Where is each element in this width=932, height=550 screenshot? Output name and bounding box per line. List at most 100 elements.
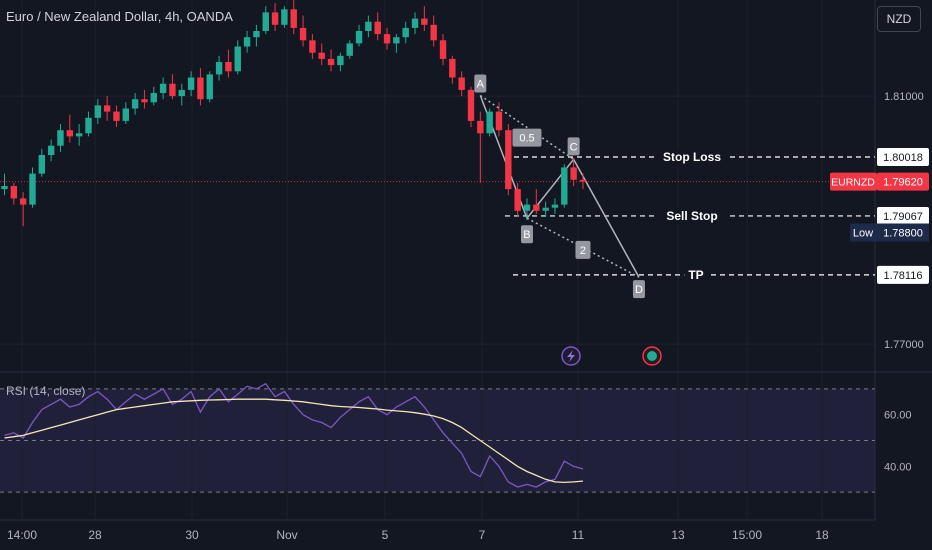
- chart-title: Euro / New Zealand Dollar, 4h, OANDA: [6, 9, 233, 24]
- rsi-ma-line: [4, 398, 584, 484]
- rsi-line: [4, 382, 584, 488]
- candle-body: [383, 34, 391, 44]
- candle: [570, 158, 577, 186]
- candle-body: [514, 189, 521, 211]
- low-name: Low: [853, 228, 873, 240]
- candle: [94, 99, 101, 124]
- time-tick-label: 14:00: [7, 528, 37, 542]
- candle-body: [178, 89, 185, 97]
- point-label: A: [477, 78, 485, 90]
- time-tick-label: 13: [671, 528, 685, 542]
- candle-body: [47, 145, 55, 155]
- candle-body: [570, 167, 577, 180]
- candle: [523, 198, 531, 221]
- candle-body: [38, 155, 46, 174]
- candle: [243, 31, 251, 53]
- candle-body: [458, 77, 465, 90]
- candle: [187, 71, 195, 97]
- candle-body: [113, 111, 120, 121]
- candle: [47, 139, 55, 162]
- candle-body: [122, 108, 129, 121]
- candle: [197, 68, 204, 106]
- candle-body: [234, 46, 241, 72]
- candle: [318, 43, 325, 66]
- candle-body: [365, 21, 372, 31]
- pattern-point-c[interactable]: C: [567, 137, 580, 156]
- level-stop-loss[interactable]: Stop Loss: [505, 148, 875, 165]
- level-tp[interactable]: TP: [513, 266, 875, 283]
- current-price-label: 1.79620: [883, 177, 923, 189]
- candle: [458, 71, 465, 97]
- candle: [327, 49, 335, 72]
- candle: [467, 86, 475, 128]
- pattern-point-b[interactable]: B: [520, 225, 533, 244]
- level-label: Stop Loss: [663, 150, 721, 164]
- candle: [421, 6, 428, 31]
- candle: [141, 89, 148, 109]
- event-icons[interactable]: [561, 346, 662, 366]
- candle-body: [243, 37, 251, 47]
- pattern-path[interactable]: [479, 95, 640, 278]
- pattern-ratio[interactable]: 0.5: [512, 128, 542, 147]
- pattern-ratio-line-ac: [479, 94, 575, 160]
- time-axis[interactable]: 14:00 28 30 Nov 5 7 11 13 15:00 18: [7, 528, 829, 542]
- candle: [449, 55, 456, 84]
- level-price-tag: [877, 147, 929, 166]
- candle: [169, 74, 176, 100]
- candle: [402, 21, 409, 44]
- point-badge: [520, 225, 533, 244]
- candle-body: [57, 130, 64, 146]
- candle: [122, 102, 129, 124]
- candle: [281, 6, 288, 28]
- candle: [542, 201, 549, 217]
- level-label: TP: [688, 268, 703, 282]
- level-label-bg: [657, 148, 727, 165]
- candle-body: [449, 58, 456, 78]
- candle: [225, 49, 232, 78]
- candle: [505, 124, 512, 196]
- candle: [533, 189, 540, 214]
- candle-body: [66, 130, 74, 137]
- candle-body: [505, 130, 512, 190]
- level-label-bg: [657, 207, 727, 224]
- time-tick-label: 5: [382, 528, 389, 542]
- candle-body: [495, 111, 503, 131]
- current-price-tag[interactable]: EURNZD 1.79620: [830, 172, 929, 191]
- candle: [561, 164, 568, 208]
- candle-body: [225, 62, 232, 72]
- pattern-ratio[interactable]: 2: [575, 240, 591, 259]
- candle-body: [486, 111, 493, 134]
- candle: [439, 34, 447, 66]
- drawings-layer[interactable]: Stop Loss Sell Stop TP: [479, 94, 875, 283]
- candle-body: [187, 77, 195, 90]
- candle-body: [579, 179, 587, 182]
- point-badge: [474, 74, 487, 93]
- currency-button[interactable]: NZD: [877, 6, 921, 32]
- candle: [66, 114, 74, 143]
- pattern-point-a[interactable]: A: [474, 74, 487, 93]
- candle: [411, 12, 419, 35]
- candle-body: [206, 74, 213, 100]
- level-price-tag: [877, 206, 929, 225]
- rsi-pane[interactable]: [0, 382, 875, 493]
- candle: [579, 173, 587, 190]
- candle-body: [561, 167, 568, 205]
- level-sell-stop[interactable]: Sell Stop: [505, 207, 875, 224]
- level-label: Sell Stop: [666, 209, 717, 223]
- candle-body: [29, 173, 36, 205]
- time-tick-label: Nov: [276, 528, 297, 542]
- pattern-point-d[interactable]: D: [632, 280, 645, 299]
- symbol-label: EURNZD: [831, 177, 875, 189]
- ratio-label: 2: [580, 245, 586, 257]
- price-axis[interactable]: 1.77000 1.81000 1.80018 1.79067 1.78116 EURNZ…: [830, 91, 929, 473]
- low-price-label: 1.78800: [883, 228, 923, 240]
- rsi-tick-label: 60.00: [884, 410, 912, 422]
- candle: [206, 71, 213, 103]
- candle-body: [337, 55, 344, 66]
- pattern-layer[interactable]: A B C D 0.5 2: [474, 74, 645, 299]
- candle-body: [94, 105, 101, 118]
- rsi-indicator-label[interactable]: RSI (14, close): [6, 384, 86, 398]
- candle-body: [150, 93, 157, 103]
- candle-body: [533, 204, 540, 211]
